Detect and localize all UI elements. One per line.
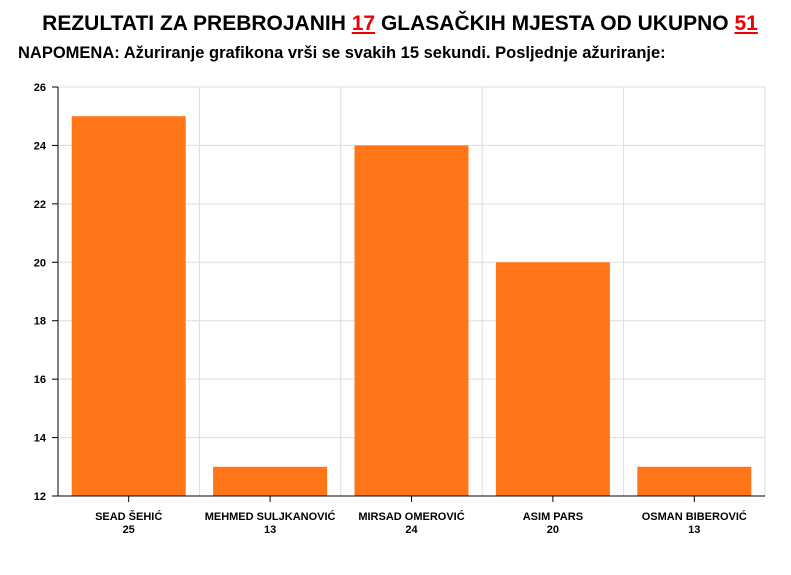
value-label: 13 bbox=[264, 524, 276, 536]
title-middle: GLASAČKIH MJESTA OD UKUPNO bbox=[380, 12, 729, 35]
chart-title: REZULTATI ZA PREBROJANIH 17 GLASAČKIH MJ… bbox=[0, 12, 791, 36]
y-tick-label: 12 bbox=[34, 491, 46, 503]
bar-1 bbox=[71, 116, 186, 496]
category-label: ASIM PARS bbox=[523, 511, 583, 523]
category-label: OSMAN BIBEROVIĆ bbox=[642, 510, 747, 523]
title-prefix: REZULTATI ZA PREBROJANIH bbox=[42, 12, 346, 35]
bar-4 bbox=[495, 262, 610, 496]
y-tick-label: 16 bbox=[34, 374, 46, 386]
y-tick-label: 22 bbox=[34, 199, 46, 211]
value-label: 25 bbox=[123, 524, 135, 536]
counted-stations: 17 bbox=[351, 12, 376, 35]
bar-5 bbox=[637, 466, 752, 496]
category-label: SEAD ŠEHIĆ bbox=[95, 510, 162, 523]
value-label: 20 bbox=[547, 524, 559, 536]
total-stations: 51 bbox=[734, 12, 758, 35]
y-tick-label: 20 bbox=[34, 257, 46, 269]
update-note: NAPOMENA: Ažuriranje grafikona vrši se s… bbox=[18, 44, 666, 62]
y-tick-label: 14 bbox=[34, 433, 47, 445]
bar-3 bbox=[354, 145, 469, 496]
value-label: 24 bbox=[405, 524, 418, 536]
y-tick-label: 26 bbox=[34, 82, 46, 94]
bar-2 bbox=[213, 466, 328, 496]
y-tick-label: 24 bbox=[34, 140, 47, 152]
y-tick-label: 18 bbox=[34, 316, 46, 328]
category-label: MIRSAD OMEROVIĆ bbox=[358, 510, 464, 523]
value-label: 13 bbox=[688, 524, 700, 536]
category-label: MEHMED SULJKANOVIĆ bbox=[205, 510, 336, 523]
